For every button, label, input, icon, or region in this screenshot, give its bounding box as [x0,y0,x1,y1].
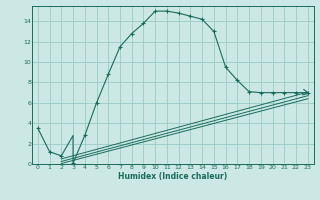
X-axis label: Humidex (Indice chaleur): Humidex (Indice chaleur) [118,172,228,181]
